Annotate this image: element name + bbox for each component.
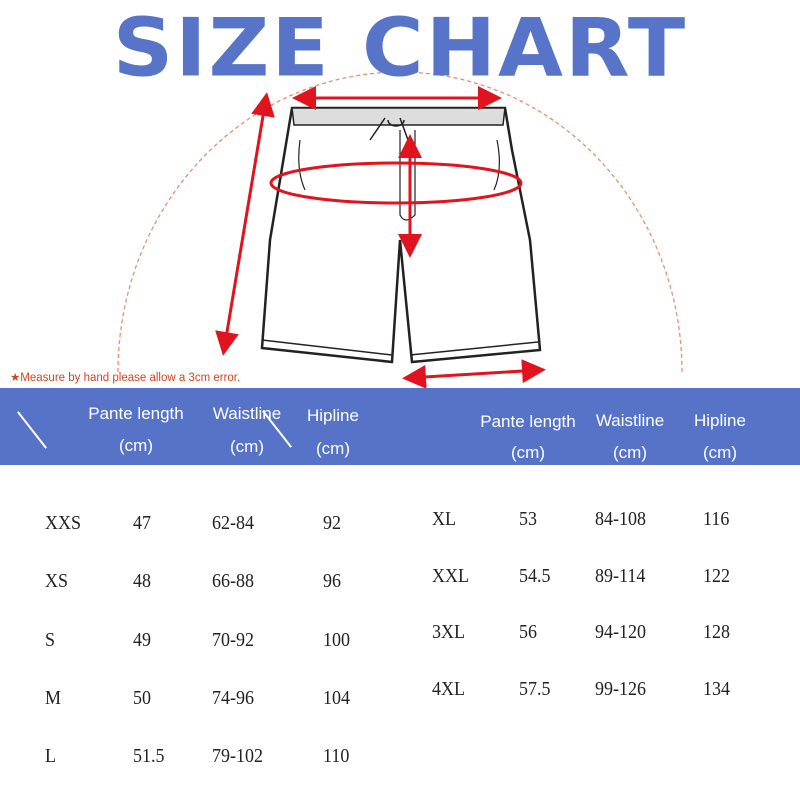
cell-waistline: 99-126 <box>595 678 647 701</box>
dashed-arc <box>117 71 683 373</box>
cell-waistline: 94-120 <box>595 621 647 644</box>
cell-size: L <box>45 745 56 768</box>
cell-waistline: 70-92 <box>212 628 255 651</box>
cell-pante-length: 54.5 <box>519 564 551 587</box>
cell-pante-length: 47 <box>133 512 151 534</box>
cell-waistline: 62-84 <box>212 512 255 534</box>
cell-waistline: 84-108 <box>595 508 647 530</box>
cell-hipline: 104 <box>323 686 350 709</box>
cell-size: 4XL <box>432 678 466 701</box>
shorts-outline <box>260 106 542 364</box>
cell-hipline: 110 <box>323 745 350 768</box>
cell-waistline: 74-96 <box>212 686 255 709</box>
header-hipline-right: Hipline <box>694 411 746 430</box>
measure-arrows <box>215 86 546 389</box>
table-header-band <box>0 388 800 465</box>
cell-size: M <box>45 686 62 709</box>
header-unit: (cm) <box>703 443 737 462</box>
page-title: SIZE CHART <box>112 1 688 95</box>
cell-hipline: 122 <box>703 564 730 587</box>
header-waistline-left: Waistline <box>212 404 282 423</box>
cell-pante-length: 48 <box>133 570 151 593</box>
cell-pante-length: 53 <box>519 508 537 530</box>
header-unit: (cm) <box>316 439 350 458</box>
cell-pante-length: 57.5 <box>519 678 551 701</box>
cell-pante-length: 51.5 <box>133 745 165 768</box>
cell-size: XS <box>45 570 69 593</box>
cell-size: 3XL <box>432 621 466 644</box>
cell-hipline: 92 <box>323 512 341 534</box>
cell-waistline: 89-114 <box>595 564 646 587</box>
cell-waistline: 66-88 <box>212 570 255 593</box>
cell-hipline: 116 <box>703 508 730 530</box>
cell-hipline: 100 <box>323 628 350 651</box>
header-unit: (cm) <box>511 443 545 462</box>
header-hipline-left: Hipline <box>307 406 359 425</box>
cell-pante-length: 49 <box>133 628 151 651</box>
shorts-illustration <box>117 71 683 389</box>
cell-size: XXL <box>432 564 469 587</box>
header-unit: (cm) <box>613 443 647 462</box>
cell-hipline: 128 <box>703 621 730 644</box>
cell-size: XXS <box>45 512 82 534</box>
cell-size: S <box>45 628 56 651</box>
cell-size: XL <box>432 508 457 530</box>
header-pante-length-left: Pante length <box>88 404 184 423</box>
cell-hipline: 134 <box>703 678 730 701</box>
header-waistline-right: Waistline <box>595 411 665 430</box>
measurement-note: ★Measure by hand please allow a 3cm erro… <box>10 372 241 384</box>
header-unit: (cm) <box>230 437 264 456</box>
cell-waistline: 79-102 <box>212 745 264 768</box>
header-pante-length-right: Pante length <box>480 412 576 431</box>
cell-pante-length: 50 <box>133 686 151 709</box>
header-unit: (cm) <box>119 436 153 455</box>
cell-hipline: 96 <box>323 570 341 593</box>
cell-pante-length: 56 <box>519 621 537 644</box>
